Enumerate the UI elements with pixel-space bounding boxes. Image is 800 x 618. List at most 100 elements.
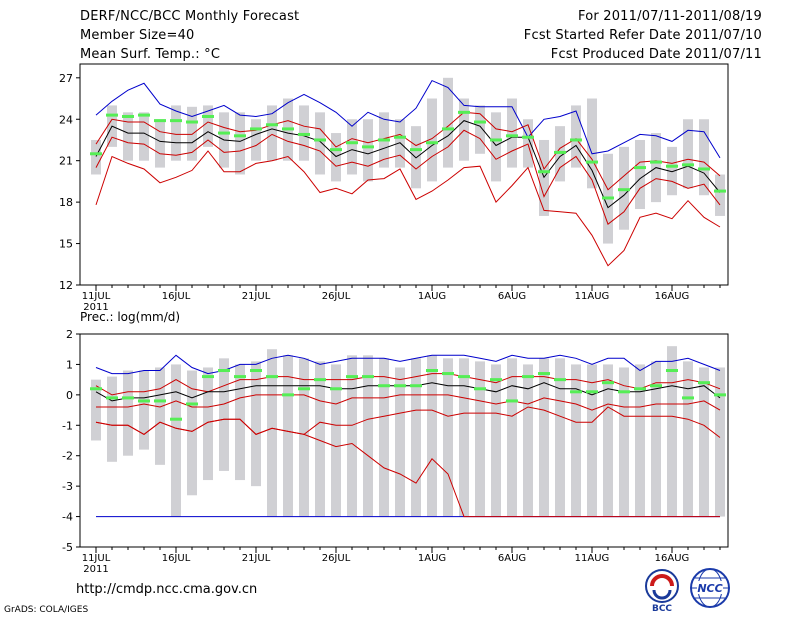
prec-observed-marker: [298, 387, 310, 391]
prec-x-tick-label: 21JUL: [242, 553, 271, 564]
prec-observed-marker: [314, 378, 326, 382]
temp-observed-marker: [90, 152, 102, 156]
temp-observed-marker: [186, 120, 198, 124]
prec-observed-marker: [554, 378, 566, 382]
temp-observed-marker: [442, 127, 454, 131]
prec-x-tick-label: 16AUG: [655, 553, 690, 564]
prec-y-tick-label: 1: [66, 358, 73, 371]
temp-spread-bar: [267, 105, 277, 161]
temp-observed-marker: [378, 138, 390, 142]
temp-observed-marker: [346, 141, 358, 145]
temp-mean-line: [95, 120, 721, 209]
prec-max-line: [95, 354, 721, 375]
temp-observed-marker: [170, 119, 182, 123]
prec-observed-marker: [250, 369, 262, 373]
temp-spread-bar: [363, 119, 373, 182]
prec-spread-bar: [667, 346, 677, 517]
prec-observed-marker: [666, 369, 678, 373]
prec-spread-bar: [603, 364, 613, 517]
temp-lower-line: [95, 129, 721, 226]
prec-spread-bar: [107, 376, 117, 462]
temp-spread-bar: [123, 112, 133, 161]
temp-x-year-label: 2011: [83, 302, 108, 313]
source-url[interactable]: http://cmdp.ncc.cma.gov.cn: [76, 582, 258, 597]
prec-observed-marker: [506, 399, 518, 403]
prec-spread-bar: [171, 364, 181, 517]
prec-observed-marker: [282, 393, 294, 397]
temp-observed-marker: [602, 196, 614, 200]
temp-observed-marker: [474, 120, 486, 124]
prec-spread-bar: [363, 355, 373, 517]
temp-spread-bar: [251, 119, 261, 161]
prec-observed-marker: [170, 417, 182, 421]
temp-x-tick-label: 21JUL: [242, 291, 271, 302]
prec-x-tick-label: 6AUG: [498, 553, 526, 564]
member-size: Member Size=40: [80, 28, 195, 43]
fcst-produced-date: Fcst Produced Date 2011/07/11: [550, 47, 762, 62]
temp-y-tick-label: 18: [59, 196, 73, 209]
chart-title: DERF/NCC/BCC Monthly Forecast: [80, 9, 300, 24]
prec-spread-bar: [523, 364, 533, 517]
prec-observed-marker: [586, 390, 598, 394]
temp-spread-bar: [315, 112, 325, 175]
temp-spread-bar: [203, 105, 213, 147]
temp-observed-marker: [234, 134, 246, 138]
prec-observed-marker: [634, 387, 646, 391]
prec-spread-bar: [507, 358, 517, 517]
prec-spread-bar: [699, 367, 709, 517]
prec-spread-bar: [651, 361, 661, 517]
temp-observed-marker: [570, 138, 582, 142]
temp-spread-bar: [427, 98, 437, 182]
temp-spread-bar: [171, 105, 181, 161]
temp-observed-marker: [282, 127, 294, 131]
temp-observed-marker: [650, 160, 662, 164]
prec-observed-marker: [682, 396, 694, 400]
prec-observed-marker: [426, 369, 438, 373]
prec-spread-bar: [459, 358, 469, 517]
prec-spread-bar: [347, 355, 357, 517]
temp-x-tick-label: 1AUG: [418, 291, 446, 302]
prec-observed-marker: [218, 369, 230, 373]
prec-x-tick-label: 11JUL: [82, 553, 111, 564]
prec-spread-bar: [539, 358, 549, 517]
prec-observed-marker: [570, 390, 582, 394]
temp-spread-bar: [187, 106, 197, 161]
prec-spread-bar: [491, 364, 501, 517]
prec-spread-bar: [267, 349, 277, 517]
temp-spread-bar: [475, 105, 485, 154]
temp-spread-bar: [139, 112, 149, 161]
prec-x-tick-label: 11AUG: [575, 553, 610, 564]
grads-credit: GrADS: COLA/IGES: [4, 605, 89, 615]
temp-observed-marker: [410, 148, 422, 152]
temp-observed-marker: [682, 163, 694, 167]
temp-observed-marker: [154, 119, 166, 123]
fcst-started-date: Fcst Started Refer Date 2011/07/10: [523, 28, 762, 43]
temp-spread-bar: [459, 98, 469, 161]
temp-observed-marker: [218, 131, 230, 135]
temp-x-tick-label: 11AUG: [575, 291, 610, 302]
prec-spread-bar: [619, 367, 629, 517]
prec-y-tick-label: 0: [66, 389, 73, 402]
prec-spread-bar: [427, 355, 437, 517]
prec-spread-bar: [203, 367, 213, 481]
temp-spread-bar: [155, 119, 165, 168]
prec-observed-marker: [714, 393, 726, 397]
temp-spread-bar: [347, 119, 357, 175]
temp-observed-marker: [202, 114, 214, 118]
prec-observed-marker: [522, 375, 534, 379]
prec-x-tick-label: 1AUG: [418, 553, 446, 564]
temp-spread-bar: [395, 119, 405, 168]
prec-y-tick-label: -1: [62, 419, 73, 432]
temp-observed-marker: [586, 160, 598, 164]
prec-spread-bar: [411, 358, 421, 517]
prec-observed-marker: [602, 381, 614, 385]
prec-observed-marker: [202, 375, 214, 379]
prec-upper-line: [95, 373, 721, 396]
temp-min-line: [95, 150, 721, 267]
temp-spread-bar: [715, 174, 725, 216]
prec-plot-frame: [79, 333, 729, 548]
temp-spread-bar: [523, 119, 533, 168]
temp-spread-bar: [683, 119, 693, 189]
temp-observed-marker: [522, 135, 534, 139]
